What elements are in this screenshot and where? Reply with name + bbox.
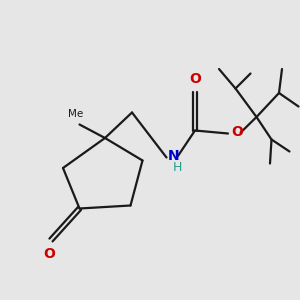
Text: O: O [231, 125, 243, 139]
Text: O: O [189, 72, 201, 86]
Text: Me: Me [68, 109, 83, 119]
Text: O: O [44, 247, 56, 261]
Text: H: H [173, 160, 183, 174]
Text: N: N [168, 149, 180, 163]
